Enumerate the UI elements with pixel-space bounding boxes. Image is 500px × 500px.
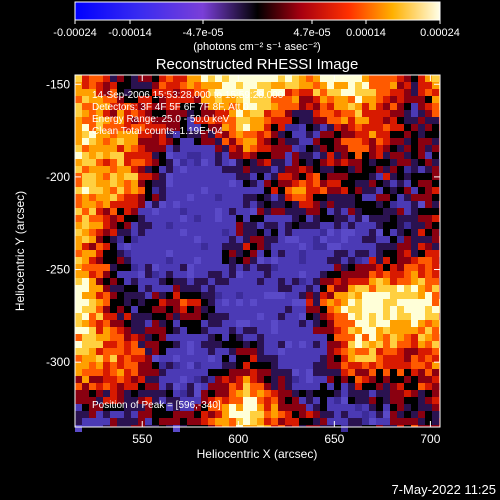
colorbar-tick-label: 0.00014 <box>346 27 386 39</box>
colorbar-tick-label: -4.7e-05 <box>183 27 224 39</box>
annotation-block: 14-Sep-2006 15:53:28.000 to 15:59:28.000… <box>92 90 284 137</box>
annotation-line: Energy Range: 25.0 - 50.0 keV <box>92 114 230 125</box>
y-tick-label: -150 <box>46 77 70 91</box>
x-tick-label: 600 <box>228 432 248 446</box>
map-frame <box>74 74 441 428</box>
plot-title: Reconstructed RHESSI Image <box>156 56 359 73</box>
x-axis: 550 600 650 700 <box>132 75 441 446</box>
annotation-line: Clean Total counts: 1.19E+04 <box>92 126 223 137</box>
peak-position-label: Position of Peak = [596,-340] <box>92 400 221 411</box>
x-tick-label: 650 <box>324 432 344 446</box>
y-tick-label: -200 <box>46 170 70 184</box>
colorbar-tick-label: 4.7e-05 <box>293 27 330 39</box>
x-axis-label: Heliocentric X (arcsec) <box>197 447 318 461</box>
map-cells <box>75 75 440 432</box>
timestamp: 7-May-2022 11:25 <box>391 482 496 497</box>
colorbar-gradient <box>74 1 441 21</box>
y-tick-label: -300 <box>46 355 70 369</box>
colorbar-ticks: -0.00024 -0.00014 -4.7e-05 4.7e-05 0.00014 0.… <box>53 20 460 39</box>
colorbar-tick-label: -0.00014 <box>108 27 151 39</box>
colorbar-units: (photons cm⁻² s⁻¹ asec⁻²) <box>193 41 320 53</box>
y-axis-label: Heliocentric Y (arcsec) <box>13 191 27 311</box>
colorbar-tick-label: -0.00024 <box>53 27 96 39</box>
annotation-line: Detectors: 3F 4F 5F 6F 7F 8F, Att 0 <box>92 102 249 113</box>
colorbar-tick-label: 0.00024 <box>420 27 460 39</box>
image-map <box>74 74 441 432</box>
annotation-line: 14-Sep-2006 15:53:28.000 to 15:59:28.000 <box>92 90 284 101</box>
x-tick-label: 550 <box>132 432 152 446</box>
x-tick-label: 700 <box>420 432 440 446</box>
y-axis: -150 -200 -250 -300 <box>46 77 440 369</box>
colorbar: -0.00024 -0.00014 -4.7e-05 4.7e-05 0.00014 0.… <box>53 1 460 53</box>
y-tick-label: -250 <box>46 263 70 277</box>
